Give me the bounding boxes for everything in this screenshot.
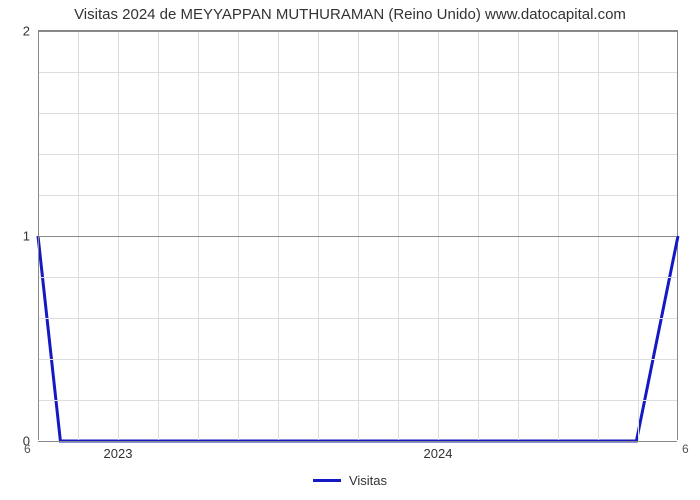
y-tick-label: 2 bbox=[23, 24, 30, 39]
x-tick-label: 2023 bbox=[104, 446, 133, 461]
axis-gridline-horizontal bbox=[38, 236, 677, 237]
corner-label-bottom-right: 6 bbox=[682, 442, 689, 456]
legend-label: Visitas bbox=[349, 473, 387, 488]
legend-swatch bbox=[313, 479, 341, 482]
grid-line-horizontal bbox=[38, 154, 677, 155]
grid-line-horizontal bbox=[38, 400, 677, 401]
plot-area: 01220232024 bbox=[38, 30, 678, 440]
grid-line-horizontal bbox=[38, 359, 677, 360]
corner-label-bottom-left: 6 bbox=[24, 442, 31, 456]
x-tick-label: 2024 bbox=[424, 446, 453, 461]
axis-gridline-horizontal bbox=[38, 31, 677, 32]
grid-line-horizontal bbox=[38, 72, 677, 73]
legend: Visitas bbox=[0, 472, 700, 488]
y-axis-line bbox=[38, 31, 39, 440]
grid-line-horizontal bbox=[38, 195, 677, 196]
y-tick-label: 1 bbox=[23, 229, 30, 244]
axis-gridline-horizontal bbox=[38, 441, 677, 442]
grid-line-horizontal bbox=[38, 113, 677, 114]
grid-line-horizontal bbox=[38, 318, 677, 319]
grid-line-horizontal bbox=[38, 277, 677, 278]
chart-container: Visitas 2024 de MEYYAPPAN MUTHURAMAN (Re… bbox=[0, 0, 700, 500]
chart-title: Visitas 2024 de MEYYAPPAN MUTHURAMAN (Re… bbox=[0, 6, 700, 23]
